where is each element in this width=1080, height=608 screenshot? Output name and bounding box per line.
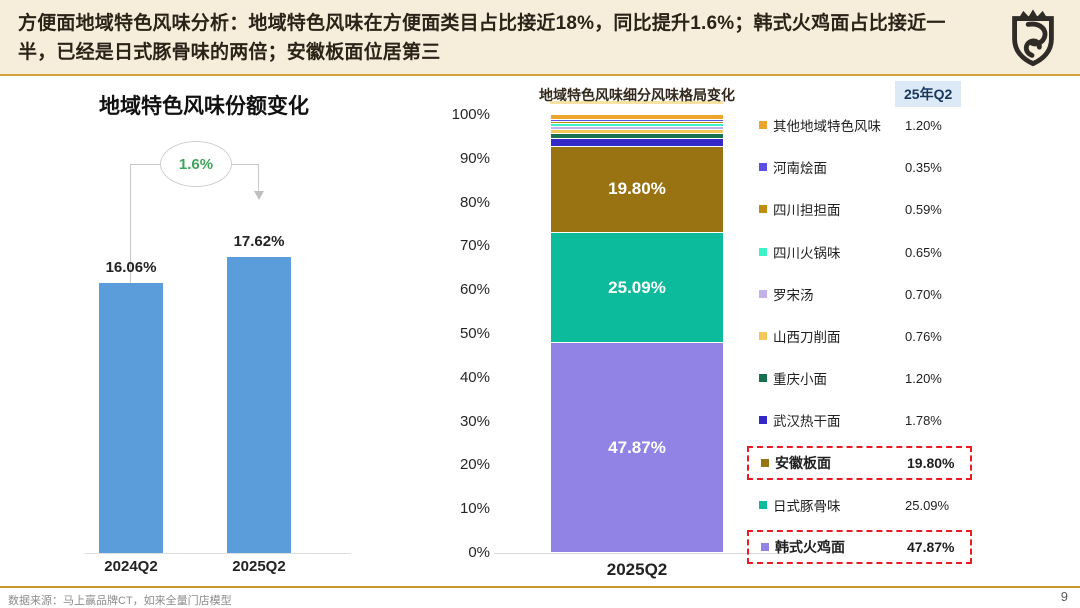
legend-label: 四川担担面 — [773, 203, 841, 218]
legend-swatch — [761, 543, 769, 551]
legend-period-badge: 25年Q2 — [895, 81, 962, 107]
stacked-chart-title: 地域特色风味细分风味格局变化 — [539, 87, 735, 103]
legend-value: 1.78% — [905, 412, 942, 428]
legend-value: 1.20% — [905, 117, 942, 133]
bar-value-label: 16.06% — [105, 259, 157, 276]
legend-item-重庆小面: 重庆小面 1.20% — [747, 361, 972, 395]
left-chart-title: 地域特色风味份额变化 — [99, 95, 309, 118]
bar-2024Q2 — [99, 283, 163, 553]
y-tick-label: 70% — [459, 237, 490, 255]
annotation-delta-value: 1.6% — [178, 155, 214, 173]
legend-value: 25.09% — [905, 497, 950, 513]
legend-value: 47.87% — [907, 539, 955, 555]
segment-山西刀削面 — [551, 130, 723, 134]
legend-swatch — [759, 248, 767, 256]
segment-value-label: 19.80% — [608, 179, 666, 199]
legend-item-山西刀削面: 山西刀削面 0.76% — [747, 319, 972, 353]
segment-韩式火鸡面: 47.87% — [551, 343, 723, 553]
stacked-bar: 19.80% 25.09% 47.87% — [551, 115, 723, 553]
legend-label: 安徽板面 — [775, 455, 831, 471]
segment-四川担担面 — [551, 121, 723, 125]
y-tick-label: 30% — [459, 412, 490, 430]
legend-swatch — [759, 163, 767, 171]
header: 方便面地域特色风味分析：地域特色风味在方便面类目占比接近18%，同比提升1.6%… — [0, 0, 1080, 74]
legend-item-安徽板面: 安徽板面 19.80% — [747, 446, 972, 480]
legend-item-韩式火鸡面: 韩式火鸡面 47.87% — [747, 530, 972, 564]
brand-logo-icon — [1012, 9, 1054, 67]
bar-category-label: 2024Q2 — [104, 558, 158, 575]
legend-value: 0.76% — [905, 328, 942, 344]
legend-label: 山西刀削面 — [773, 330, 841, 345]
legend-value: 19.80% — [907, 455, 955, 471]
legend-label: 日式豚骨味 — [773, 499, 841, 514]
legend-swatch — [759, 374, 767, 382]
segment-value-label: 25.09% — [608, 277, 666, 297]
legend-value: 0.35% — [905, 159, 942, 175]
legend-item-罗宋汤: 罗宋汤 0.70% — [747, 277, 972, 311]
legend-label: 重庆小面 — [773, 372, 827, 387]
segment-其他地域特色风味 — [551, 115, 723, 121]
y-tick-label: 90% — [459, 149, 490, 167]
legend-item-武汉热干面: 武汉热干面 1.78% — [747, 403, 972, 437]
segment-四川火锅味 — [551, 124, 723, 128]
legend-label: 其他地域特色风味 — [773, 119, 881, 134]
y-tick-label: 80% — [459, 193, 490, 211]
stacked-chart-baseline — [494, 553, 790, 554]
y-tick-label: 50% — [459, 325, 490, 342]
data-source-note: 数据来源：马上赢品牌CT，如来全量门店模型 — [8, 595, 232, 607]
y-tick-label: 100% — [451, 106, 490, 123]
y-tick-label: 10% — [459, 500, 490, 518]
bar-value-label: 17.62% — [233, 233, 285, 250]
page-title: 方便面地域特色风味分析：地域特色风味在方便面类目占比接近18%，同比提升1.6%… — [18, 13, 946, 64]
stacked-chart-category-label: 2025Q2 — [606, 560, 668, 579]
legend-value: 0.65% — [905, 244, 942, 260]
segment-重庆小面 — [551, 133, 723, 139]
y-tick-label: 60% — [459, 281, 490, 299]
legend-value: 0.70% — [905, 286, 942, 302]
legend-label: 四川火锅味 — [773, 246, 841, 261]
segment-罗宋汤 — [551, 127, 723, 131]
legend-item-河南烩面: 河南烩面 0.35% — [747, 150, 972, 184]
legend-value: 0.59% — [905, 201, 942, 217]
legend-item-四川担担面: 四川担担面 0.59% — [747, 192, 972, 226]
legend-item-日式豚骨味: 日式豚骨味 25.09% — [747, 488, 972, 522]
annotation-right-line — [258, 164, 259, 191]
bar-2025Q2 — [227, 257, 291, 553]
legend-label: 河南烩面 — [773, 161, 827, 176]
legend-swatch — [759, 332, 767, 340]
stacked-chart-title-underline — [550, 101, 723, 104]
legend-swatch — [759, 416, 767, 424]
legend-swatch — [759, 290, 767, 298]
segment-日式豚骨味: 25.09% — [551, 233, 723, 344]
legend-label: 罗宋汤 — [773, 288, 814, 303]
legend-swatch — [759, 121, 767, 129]
legend-swatch — [759, 205, 767, 213]
legend-value: 1.20% — [905, 370, 942, 386]
bar-category-label: 2025Q2 — [232, 558, 286, 575]
y-tick-label: 0% — [468, 544, 490, 561]
legend-label: 韩式火鸡面 — [775, 539, 845, 555]
legend-item-其他地域特色风味: 其他地域特色风味 1.20% — [747, 108, 972, 142]
legend-label: 武汉热干面 — [773, 414, 841, 429]
annotation-left-line — [130, 164, 131, 283]
segment-安徽板面: 19.80% — [551, 146, 723, 234]
page-number: 9 — [1060, 589, 1068, 604]
left-chart-baseline — [85, 553, 351, 554]
header-divider — [0, 74, 1080, 76]
y-tick-label: 20% — [459, 456, 490, 474]
legend-swatch — [761, 459, 769, 467]
annotation-delta-badge: 1.6% — [160, 141, 232, 187]
segment-武汉热干面 — [551, 138, 723, 147]
annotation-arrow-icon — [254, 191, 264, 200]
legend-swatch — [759, 501, 767, 509]
legend-item-四川火锅味: 四川火锅味 0.65% — [747, 235, 972, 269]
segment-河南烩面 — [551, 120, 723, 122]
segment-value-label: 47.87% — [608, 437, 666, 457]
footer-divider — [0, 586, 1080, 588]
y-tick-label: 40% — [459, 368, 490, 386]
